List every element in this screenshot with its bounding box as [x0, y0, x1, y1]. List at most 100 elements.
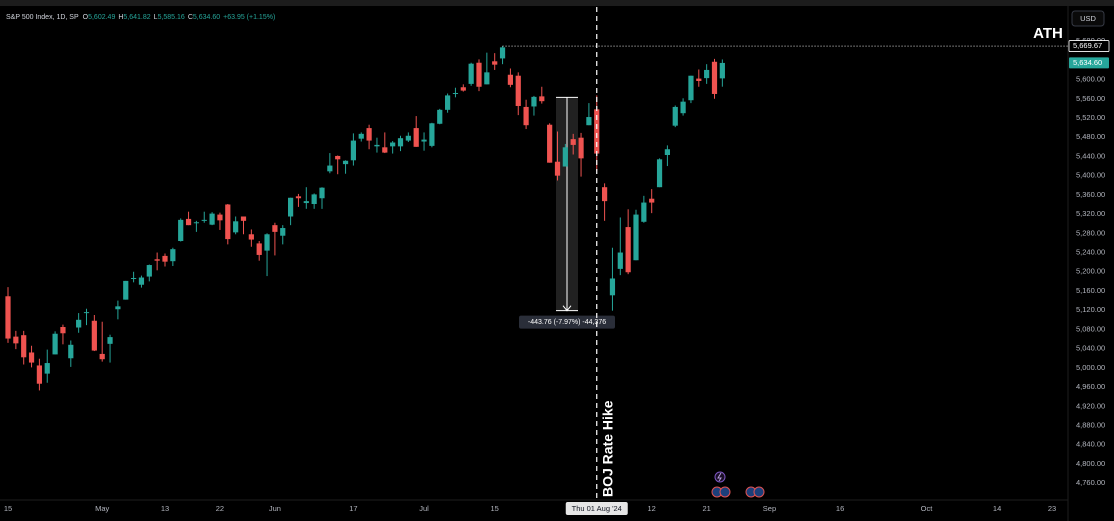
candle-body — [523, 106, 529, 126]
price-badge-label: 5,634.60 — [1073, 58, 1102, 67]
y-tick-label: 5,320.00 — [1076, 209, 1105, 218]
candle-body — [44, 363, 50, 374]
candle-body — [382, 147, 388, 153]
candle-body — [688, 75, 694, 101]
x-tick-label: 23 — [1048, 504, 1056, 513]
candle-body — [696, 78, 702, 81]
ohlc-key: C — [188, 14, 193, 21]
measure-arrowhead — [562, 305, 572, 312]
candle-body — [390, 142, 396, 147]
x-tick-label: 17 — [349, 504, 357, 513]
candle-body — [366, 128, 372, 141]
ohlc-value: 5,602.49 — [88, 14, 115, 21]
candle-body — [609, 278, 616, 296]
candle-body — [288, 197, 294, 217]
candle-body — [52, 333, 58, 355]
candle-body — [256, 243, 262, 255]
candle-body — [36, 365, 42, 384]
crosshair-date-label: Thu 01 Aug '24 — [572, 504, 622, 513]
candle-body — [13, 336, 19, 344]
event-icons[interactable] — [711, 471, 765, 498]
x-tick-label: 15 — [491, 504, 499, 513]
event-icon[interactable] — [719, 486, 731, 498]
candle-body — [248, 234, 254, 240]
candle-body — [319, 187, 325, 199]
candle-body — [201, 219, 207, 221]
candle-body — [138, 277, 145, 285]
x-tick-label: Jul — [419, 504, 429, 513]
candle-body — [397, 138, 404, 147]
event-icon[interactable] — [714, 471, 726, 483]
currency-box[interactable] — [1071, 10, 1105, 27]
ohlc-value: 5,641.82 — [123, 14, 150, 21]
x-tick-label: 15 — [4, 504, 12, 513]
candle-body — [664, 149, 670, 155]
candle-body — [515, 75, 521, 106]
y-tick-label: 5,080.00 — [1076, 324, 1105, 333]
candle-body — [507, 74, 513, 85]
ohlc-value: 5,634.60 — [193, 14, 220, 21]
x-tick-label: Jun — [269, 504, 281, 513]
price-badge — [1069, 57, 1109, 69]
candle-body — [28, 352, 35, 363]
y-tick-label: 5,360.00 — [1076, 190, 1105, 199]
y-tick-label: 4,760.00 — [1076, 478, 1105, 487]
y-tick-label: 5,240.00 — [1076, 248, 1105, 257]
candle-body — [602, 187, 608, 202]
candle-body — [413, 128, 419, 147]
candle-body — [539, 96, 545, 102]
candle-body — [350, 140, 356, 161]
x-tick-label: 22 — [216, 504, 224, 513]
candle-body — [209, 213, 215, 225]
candle-body — [570, 139, 576, 145]
candle-body — [445, 95, 451, 110]
candle-body — [421, 139, 427, 142]
candle-body — [633, 214, 639, 261]
change: +63.95 (+1.15%) — [223, 14, 275, 21]
event-label: BOJ Rate Hike — [599, 400, 615, 497]
y-tick-label: 5,280.00 — [1076, 228, 1105, 237]
price-badge-label: 5,669.67 — [1073, 41, 1102, 50]
currency-label[interactable]: USD — [1080, 14, 1096, 23]
candle-body — [476, 62, 482, 87]
candle-body — [492, 61, 498, 65]
candle-body — [5, 296, 11, 339]
candle-body — [578, 137, 584, 159]
x-tick-label: 14 — [993, 504, 1001, 513]
x-tick-label: May — [95, 504, 109, 513]
candle-body — [21, 335, 27, 358]
top-bar — [0, 0, 1114, 6]
candle-body — [327, 165, 333, 172]
candle-body — [60, 327, 66, 334]
candle-body — [719, 62, 725, 79]
candle-body — [460, 87, 466, 91]
candle-body — [617, 252, 623, 269]
event-icon[interactable] — [753, 486, 765, 498]
candle-body — [672, 106, 678, 126]
candle-body — [240, 216, 247, 221]
ohlc-key: L — [154, 14, 158, 21]
y-tick-label: 4,840.00 — [1076, 440, 1105, 449]
x-tick-label: 12 — [648, 504, 656, 513]
candle-body — [562, 147, 568, 167]
ohlc-key: H — [118, 14, 123, 21]
candle-body — [185, 218, 192, 226]
candle-body — [704, 69, 710, 79]
measure-label-box — [519, 315, 615, 329]
y-tick-label: 5,560.00 — [1076, 94, 1105, 103]
y-tick-label: 5,160.00 — [1076, 286, 1105, 295]
candle-body — [311, 194, 317, 205]
candle-body — [468, 63, 474, 84]
y-tick-label: 5,440.00 — [1076, 151, 1105, 160]
candle-body — [115, 306, 121, 310]
candle-body — [272, 225, 278, 232]
candle-body — [154, 259, 160, 261]
x-tick-label: 21 — [702, 504, 710, 513]
y-tick-label: 4,960.00 — [1076, 382, 1105, 391]
y-tick-label: 5,200.00 — [1076, 267, 1105, 276]
currency-button[interactable]: USD — [1071, 10, 1105, 27]
x-tick-label: Oct — [921, 504, 934, 513]
y-tick-label: 4,800.00 — [1076, 459, 1105, 468]
y-tick-label: 5,000.00 — [1076, 363, 1105, 372]
